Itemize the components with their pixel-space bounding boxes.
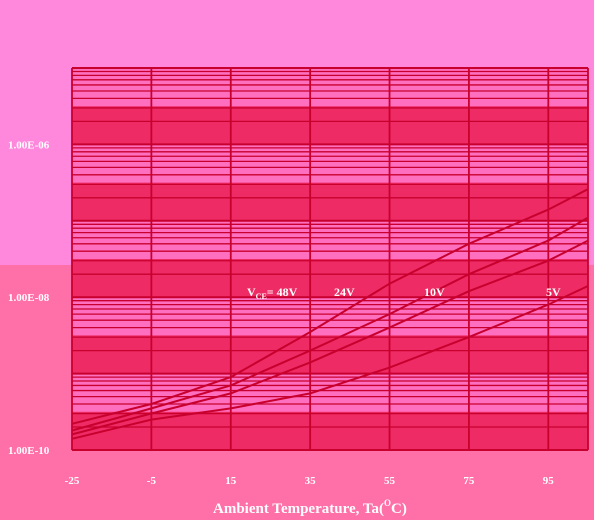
- plot-band: [72, 411, 588, 450]
- series-label-10v: 10V: [424, 285, 445, 299]
- series-line: [71, 216, 589, 432]
- x-tick-label: 75: [463, 475, 475, 487]
- series-line: [71, 239, 589, 436]
- x-tick-labels: -25 -5 15 35 55 75 95: [65, 475, 555, 487]
- y-tick-label: 1.00E-06: [8, 139, 50, 151]
- plot-band: [72, 259, 588, 298]
- curves-group: [71, 188, 589, 440]
- plot-band: [72, 106, 588, 145]
- y-tick-labels: 1.00E-06 1.00E-08 1.00E-10: [8, 139, 50, 457]
- plot-background-bands: [72, 68, 588, 450]
- x-tick-label: 35: [305, 475, 317, 487]
- series-label-24v: 24V: [334, 285, 355, 299]
- series-line: [71, 285, 589, 440]
- y-tick-label: 1.00E-10: [8, 445, 50, 457]
- plot-band: [72, 182, 588, 221]
- x-tick-label: 55: [384, 475, 396, 487]
- y-tick-label: 1.00E-08: [8, 292, 50, 304]
- x-axis-label: Ambient Temperature, Ta(OC): [213, 498, 407, 517]
- plot-band: [72, 144, 588, 183]
- plot-band: [72, 373, 588, 412]
- plot-band: [72, 297, 588, 336]
- plot-band: [72, 220, 588, 259]
- series-label-48v: VCE= 48V: [247, 285, 298, 301]
- plot-band: [72, 68, 588, 107]
- x-tick-label: 95: [543, 475, 555, 487]
- x-tick-label: 15: [225, 475, 237, 487]
- series-label-5v: 5V: [546, 285, 561, 299]
- x-tick-label: -25: [65, 475, 80, 487]
- x-tick-label: -5: [147, 475, 157, 487]
- series-line: [71, 188, 589, 425]
- grid-lines: [71, 67, 589, 451]
